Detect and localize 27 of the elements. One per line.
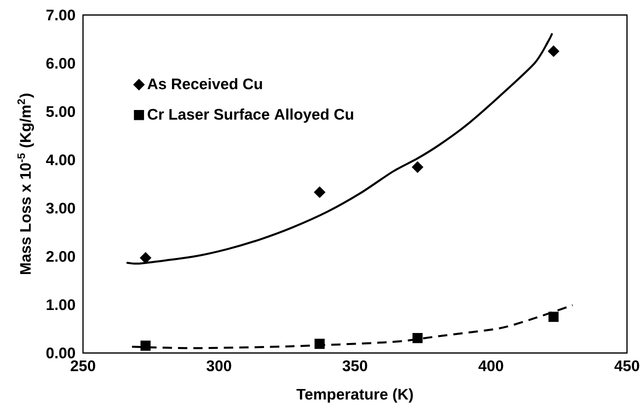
line-series [126,32,554,265]
y-tick-label: 3.00 [46,202,75,214]
x-tick-label: 450 [614,360,640,372]
legend-label: Cr Laser Surface Alloyed Cu [148,108,354,123]
y-tick-label: 6.00 [46,58,75,69]
x-tick-label: 250 [70,360,96,372]
y-axis-title: Mass Loss x 10$^{-5}$ (Kg/m$^{2}$) [17,94,34,274]
point [548,312,559,322]
x-tick-label: 400 [478,360,504,372]
y-tick-label: 2.00 [46,250,75,262]
x-tick-label: 300 [206,360,232,372]
y-tick-label: 5.00 [46,106,75,117]
point [412,332,423,344]
y-tick-label: 1.00 [46,299,75,310]
y-tick-label: 0.00 [46,348,75,358]
point [548,45,560,57]
point [140,340,151,351]
y-tick-label: 7.00 [46,10,75,20]
point [412,161,424,173]
point [314,338,325,349]
legend-label: As Received Cu [147,78,262,90]
point [140,252,152,264]
point [314,186,326,198]
x-axis-title: Temperature (K) [296,388,413,403]
line-series [130,304,574,350]
y-tick-label: 4.00 [46,154,75,166]
x-tick-label: 350 [342,360,368,372]
